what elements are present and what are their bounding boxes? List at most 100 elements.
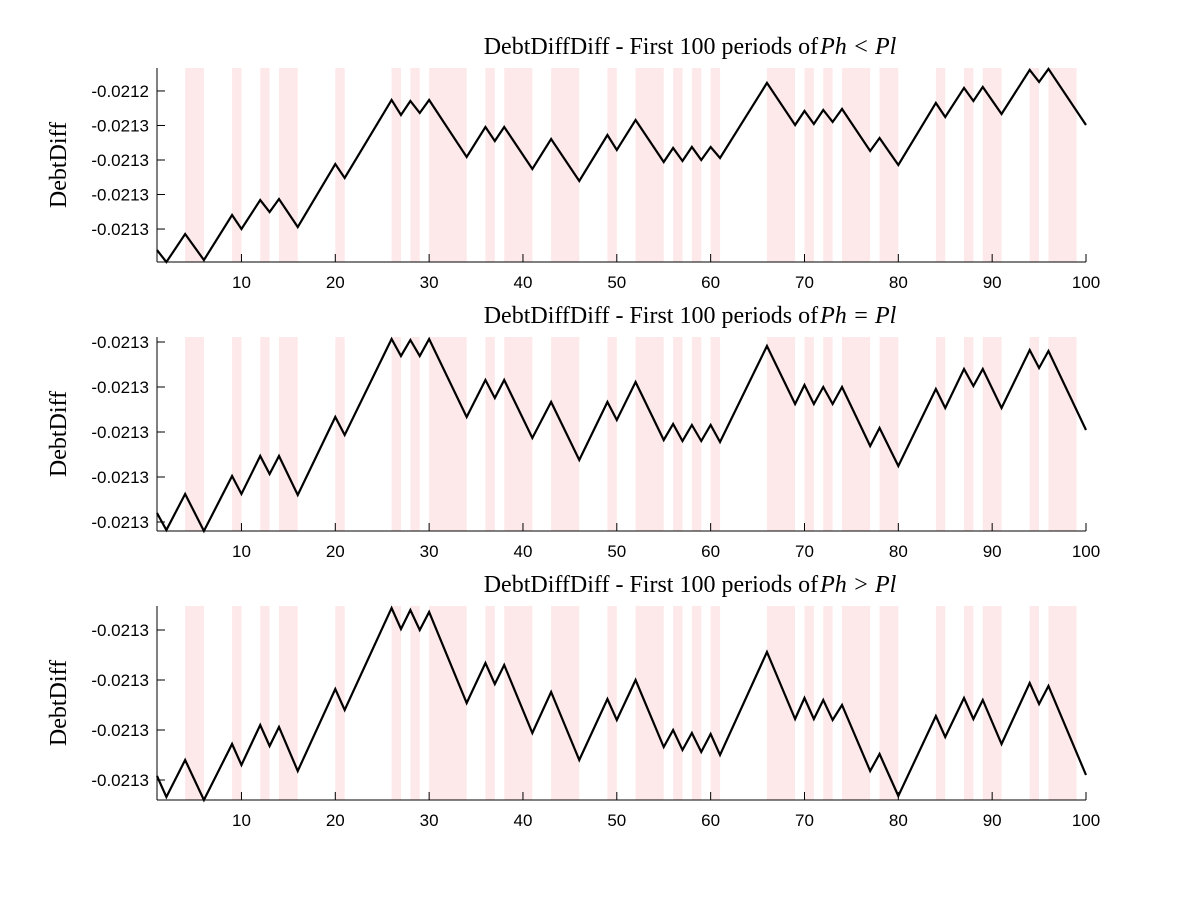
title-text: DebtDiffDiff - First 100 periods of xyxy=(484,572,818,598)
y-tick-label: -0.0213 xyxy=(91,513,149,532)
shaded-region xyxy=(1029,68,1040,262)
shaded-region xyxy=(710,606,721,800)
y-axis-label: DebtDiff xyxy=(46,391,72,477)
y-tick-label: -0.0213 xyxy=(91,186,149,205)
y-tick-label: -0.0213 xyxy=(91,468,149,487)
x-tick-label: 20 xyxy=(326,811,345,830)
x-tick-label: 30 xyxy=(420,811,439,830)
y-tick-label: -0.0213 xyxy=(91,220,149,239)
shaded-region xyxy=(935,337,946,531)
y-tick-label: -0.0212 xyxy=(91,82,149,101)
y-tick-label: -0.0213 xyxy=(91,116,149,135)
shaded-region xyxy=(607,68,617,262)
y-tick-label: -0.0213 xyxy=(91,671,149,690)
series-line xyxy=(156,67,1087,264)
x-tick-label: 100 xyxy=(1072,811,1100,830)
shaded-region xyxy=(485,606,495,800)
shaded-region xyxy=(823,68,833,262)
x-tick-label: 70 xyxy=(795,542,814,561)
shaded-region xyxy=(551,68,580,262)
shaded-region xyxy=(1029,606,1040,800)
y-axis-label: DebtDiff xyxy=(46,660,72,746)
shaded-region xyxy=(410,337,420,531)
x-tick-label: 100 xyxy=(1072,542,1100,561)
subplot-title: DebtDiffDiff - First 100 periods ofPh < … xyxy=(484,34,897,60)
shaded-region xyxy=(964,337,974,531)
y-axis-label: DebtDiff xyxy=(46,122,72,208)
shaded-region xyxy=(804,606,814,800)
shaded-region xyxy=(635,68,664,262)
x-tick-label: 80 xyxy=(889,273,908,292)
subplot: DebtDiffDiff - First 100 periods ofPh = … xyxy=(46,303,1100,561)
shaded-region xyxy=(429,337,467,531)
x-tick-label: 20 xyxy=(326,542,345,561)
subplot-title: DebtDiffDiff - First 100 periods ofPh = … xyxy=(484,303,897,329)
x-tick-label: 60 xyxy=(701,811,720,830)
shaded-region xyxy=(842,68,871,262)
subplot: DebtDiffDiff - First 100 periods ofPh > … xyxy=(46,572,1100,830)
y-tick-label: -0.0213 xyxy=(91,771,149,790)
shaded-region xyxy=(964,606,974,800)
x-tick-label: 30 xyxy=(420,542,439,561)
shaded-region xyxy=(673,606,683,800)
x-tick-label: 90 xyxy=(983,273,1002,292)
x-tick-label: 10 xyxy=(232,542,251,561)
x-tick-label: 50 xyxy=(607,542,626,561)
shaded-region xyxy=(635,606,664,800)
shaded-region xyxy=(429,606,467,800)
shaded-region xyxy=(982,606,1002,800)
shaded-region xyxy=(842,337,871,531)
shaded-region xyxy=(982,337,1002,531)
shaded-region xyxy=(391,68,401,262)
shaded-region xyxy=(982,68,1002,262)
shaded-region xyxy=(278,606,298,800)
shaded-region xyxy=(504,337,533,531)
shaded-region xyxy=(232,337,242,531)
shaded-region xyxy=(335,606,345,800)
x-tick-label: 20 xyxy=(326,273,345,292)
shaded-region xyxy=(804,337,814,531)
y-tick-label: -0.0213 xyxy=(91,423,149,442)
shaded-region xyxy=(185,68,204,262)
y-tick-label: -0.0213 xyxy=(91,333,149,352)
shaded-region xyxy=(335,337,345,531)
x-tick-label: 60 xyxy=(701,542,720,561)
x-tick-label: 50 xyxy=(607,273,626,292)
shaded-region xyxy=(879,337,899,531)
title-text: DebtDiffDiff - First 100 periods of xyxy=(484,34,818,60)
x-tick-label: 50 xyxy=(607,811,626,830)
shaded-region xyxy=(485,337,495,531)
shaded-region xyxy=(232,68,242,262)
x-tick-label: 40 xyxy=(514,273,533,292)
shaded-region xyxy=(964,68,974,262)
shaded-region xyxy=(710,68,721,262)
shaded-region xyxy=(842,606,871,800)
shaded-region xyxy=(766,606,796,800)
shaded-region xyxy=(879,68,899,262)
shaded-region xyxy=(260,68,270,262)
series-line xyxy=(156,336,1087,534)
shaded-region xyxy=(260,337,270,531)
shaded-region xyxy=(1048,68,1077,262)
y-tick-label: -0.0213 xyxy=(91,621,149,640)
shaded-region xyxy=(691,606,702,800)
x-tick-label: 10 xyxy=(232,273,251,292)
shaded-region xyxy=(232,606,242,800)
x-tick-label: 60 xyxy=(701,273,720,292)
x-tick-label: 30 xyxy=(420,273,439,292)
shaded-region xyxy=(804,68,814,262)
shaded-region xyxy=(429,68,467,262)
shaded-region xyxy=(1029,337,1040,531)
x-tick-label: 100 xyxy=(1072,273,1100,292)
shaded-region xyxy=(485,68,495,262)
shaded-region xyxy=(879,606,899,800)
shaded-region xyxy=(607,337,617,531)
shaded-region xyxy=(278,337,298,531)
x-tick-label: 70 xyxy=(795,811,814,830)
y-tick-label: -0.0213 xyxy=(91,151,149,170)
x-tick-label: 40 xyxy=(514,542,533,561)
shaded-region xyxy=(823,337,833,531)
title-condition: Ph < Pl xyxy=(819,34,897,60)
shaded-region xyxy=(1048,606,1077,800)
